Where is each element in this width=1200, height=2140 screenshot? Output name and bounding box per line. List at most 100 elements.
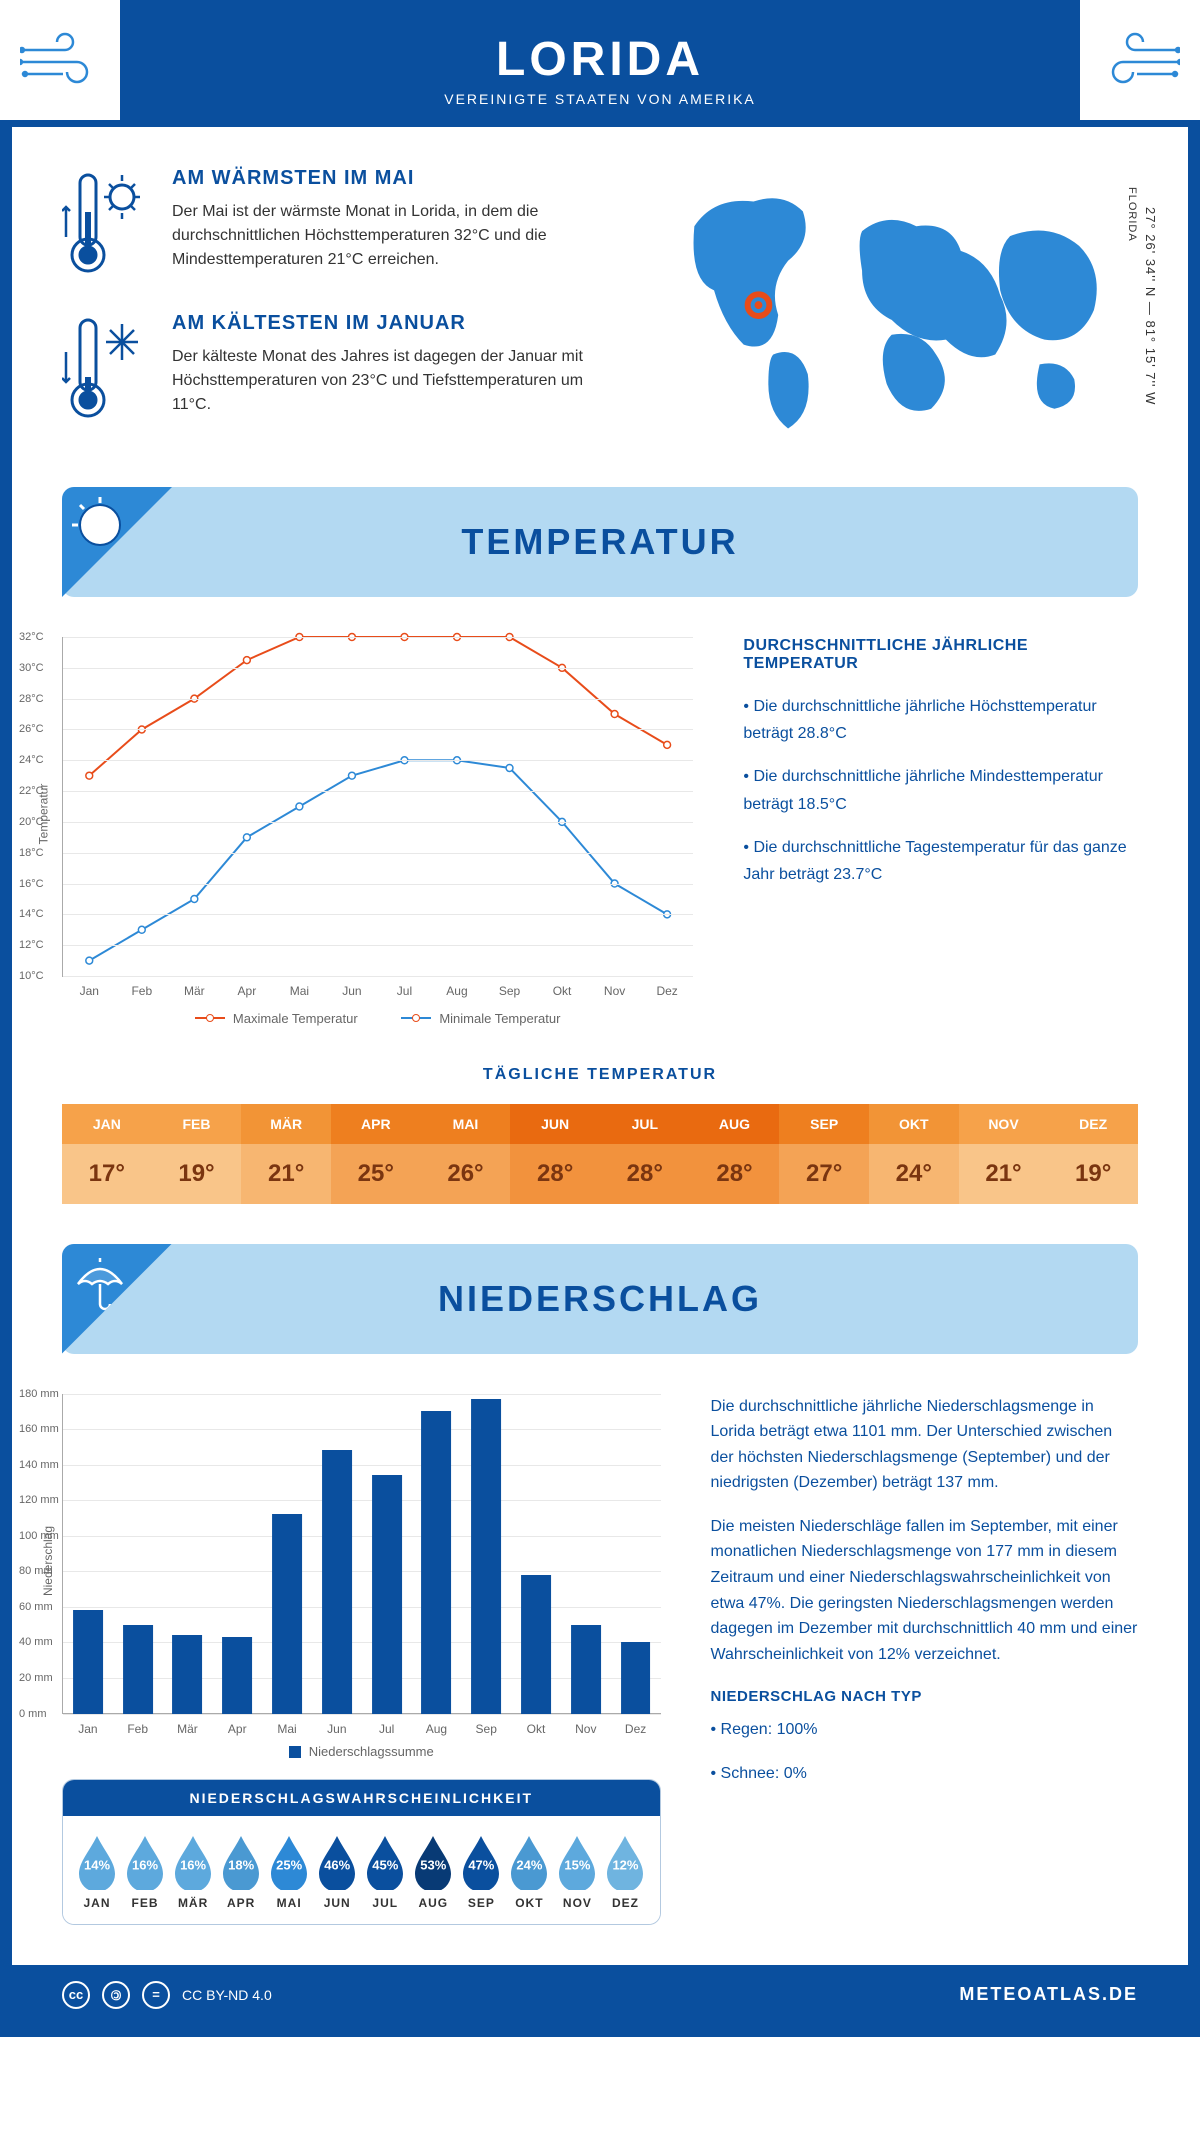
- probability-cell: 53%AUG: [409, 1834, 457, 1910]
- wind-icon: [1080, 0, 1200, 120]
- legend-min-label: Minimale Temperatur: [439, 1011, 560, 1026]
- precipitation-banner: NIEDERSCHLAG: [62, 1244, 1138, 1354]
- temp-value: 28°: [510, 1144, 600, 1204]
- raindrop-icon: 14%: [75, 1834, 119, 1890]
- intro-section: AM WÄRMSTEN IM MAI Der Mai ist der wärms…: [12, 127, 1188, 487]
- probability-cell: 46%JUN: [313, 1834, 361, 1910]
- bar: [571, 1625, 601, 1714]
- bar: [372, 1475, 402, 1713]
- coordinates: 27° 26' 34'' N — 81° 15' 7'' W: [1143, 207, 1158, 405]
- raindrop-icon: 18%: [219, 1834, 263, 1890]
- warmest-body: Der Mai ist der wärmste Monat in Lorida,…: [172, 200, 605, 272]
- month-header: AUG: [690, 1104, 780, 1144]
- precip-type: • Schnee: 0%: [711, 1761, 1139, 1787]
- by-icon: 🄯: [102, 1981, 130, 2009]
- raindrop-icon: 24%: [507, 1834, 551, 1890]
- month-header: DEZ: [1048, 1104, 1138, 1144]
- temp-summary-heading: DURCHSCHNITTLICHE JÄHRLICHE TEMPERATUR: [743, 637, 1138, 673]
- coldest-body: Der kälteste Monat des Jahres ist dagege…: [172, 345, 605, 417]
- region-label: FLORIDA: [1126, 187, 1138, 242]
- probability-cell: 16%FEB: [121, 1834, 169, 1910]
- legend-max-label: Maximale Temperatur: [233, 1011, 358, 1026]
- month-header: OKT: [869, 1104, 959, 1144]
- probability-cell: 45%JUL: [361, 1834, 409, 1910]
- bar: [173, 1635, 203, 1713]
- temp-bullet: • Die durchschnittliche Tagestemperatur …: [743, 834, 1138, 888]
- temp-value: 21°: [241, 1144, 331, 1204]
- sun-icon: [62, 487, 172, 597]
- month-header: SEP: [779, 1104, 869, 1144]
- chart-legend: .leg-swatch:nth-of-type(1)::after{border…: [62, 1007, 693, 1026]
- location-subtitle: VEREINIGTE STAATEN VON AMERIKA: [32, 91, 1168, 107]
- location-title: LORIDA: [32, 32, 1168, 87]
- thermometer-hot-icon: [62, 167, 152, 282]
- precip-text: Die durchschnittliche jährliche Niedersc…: [711, 1394, 1139, 1496]
- probability-cell: 12%DEZ: [601, 1834, 649, 1910]
- temperature-banner: TEMPERATUR: [62, 487, 1138, 597]
- month-header: JAN: [62, 1104, 152, 1144]
- probability-cell: 24%OKT: [505, 1834, 553, 1910]
- bar-legend-label: Niederschlagssumme: [309, 1744, 434, 1759]
- probability-cell: 18%APR: [217, 1834, 265, 1910]
- month-header: FEB: [152, 1104, 242, 1144]
- temp-value: 24°: [869, 1144, 959, 1204]
- temp-value: 25°: [331, 1144, 421, 1204]
- footer: cc 🄯 = CC BY-ND 4.0 METEOATLAS.DE: [12, 1965, 1188, 2025]
- temperature-line-chart: Temperatur 10°C12°C14°C16°C18°C20°C22°C2…: [62, 637, 693, 1026]
- header: LORIDA VEREINIGTE STAATEN VON AMERIKA: [12, 12, 1188, 127]
- temp-value: 28°: [600, 1144, 690, 1204]
- precip-type: • Regen: 100%: [711, 1717, 1139, 1743]
- raindrop-icon: 45%: [363, 1834, 407, 1890]
- bar: [222, 1637, 252, 1713]
- raindrop-icon: 53%: [411, 1834, 455, 1890]
- warmest-block: AM WÄRMSTEN IM MAI Der Mai ist der wärms…: [62, 167, 605, 282]
- daily-temp-title: TÄGLICHE TEMPERATUR: [62, 1066, 1138, 1084]
- probability-panel: NIEDERSCHLAGSWAHRSCHEINLICHKEIT 14%JAN16…: [62, 1779, 661, 1925]
- warmest-heading: AM WÄRMSTEN IM MAI: [172, 167, 605, 190]
- probability-cell: 25%MAI: [265, 1834, 313, 1910]
- raindrop-icon: 25%: [267, 1834, 311, 1890]
- raindrop-icon: 47%: [459, 1834, 503, 1890]
- temp-value: 19°: [1048, 1144, 1138, 1204]
- month-header: APR: [331, 1104, 421, 1144]
- bar: [322, 1450, 352, 1713]
- bar: [621, 1642, 651, 1713]
- nd-icon: =: [142, 1981, 170, 2009]
- month-header: JUL: [600, 1104, 690, 1144]
- temp-value: 17°: [62, 1144, 152, 1204]
- wind-icon: [0, 0, 120, 120]
- temp-value: 27°: [779, 1144, 869, 1204]
- coldest-heading: AM KÄLTESTEN IM JANUAR: [172, 312, 605, 335]
- raindrop-icon: 16%: [123, 1834, 167, 1890]
- temperature-summary: DURCHSCHNITTLICHE JÄHRLICHE TEMPERATUR •…: [743, 637, 1138, 1026]
- precipitation-title: NIEDERSCHLAG: [438, 1278, 762, 1320]
- precip-text: Die meisten Niederschläge fallen im Sept…: [711, 1514, 1139, 1668]
- bar: [471, 1399, 501, 1714]
- raindrop-icon: 12%: [603, 1834, 647, 1890]
- temp-value: 28°: [690, 1144, 780, 1204]
- daily-temperature-table: TÄGLICHE TEMPERATUR JANFEBMÄRAPRMAIJUNJU…: [12, 1066, 1188, 1244]
- month-header: NOV: [959, 1104, 1049, 1144]
- bar: [272, 1514, 302, 1713]
- raindrop-icon: 16%: [171, 1834, 215, 1890]
- bar: [73, 1610, 103, 1713]
- precipitation-summary: Die durchschnittliche jährliche Niedersc…: [711, 1394, 1139, 1925]
- infographic-container: LORIDA VEREINIGTE STAATEN VON AMERIKA AM…: [0, 0, 1200, 2037]
- precipitation-bar-chart: Niederschlag 0 mm20 mm40 mm60 mm80 mm100…: [62, 1394, 661, 1714]
- bar: [422, 1411, 452, 1713]
- month-header: MAI: [421, 1104, 511, 1144]
- raindrop-icon: 46%: [315, 1834, 359, 1890]
- coldest-block: AM KÄLTESTEN IM JANUAR Der kälteste Mona…: [62, 312, 605, 427]
- world-map-icon: [645, 167, 1138, 443]
- temp-bullet: • Die durchschnittliche jährliche Mindes…: [743, 763, 1138, 817]
- bar: [521, 1575, 551, 1714]
- month-header: JUN: [510, 1104, 600, 1144]
- temp-value: 21°: [959, 1144, 1049, 1204]
- probability-title: NIEDERSCHLAGSWAHRSCHEINLICHKEIT: [63, 1780, 660, 1816]
- raindrop-icon: 15%: [555, 1834, 599, 1890]
- cc-icon: cc: [62, 1981, 90, 2009]
- umbrella-icon: [62, 1244, 172, 1354]
- precip-type-heading: NIEDERSCHLAG NACH TYP: [711, 1685, 1139, 1709]
- site-name: METEOATLAS.DE: [959, 1984, 1138, 2005]
- probability-cell: 14%JAN: [73, 1834, 121, 1910]
